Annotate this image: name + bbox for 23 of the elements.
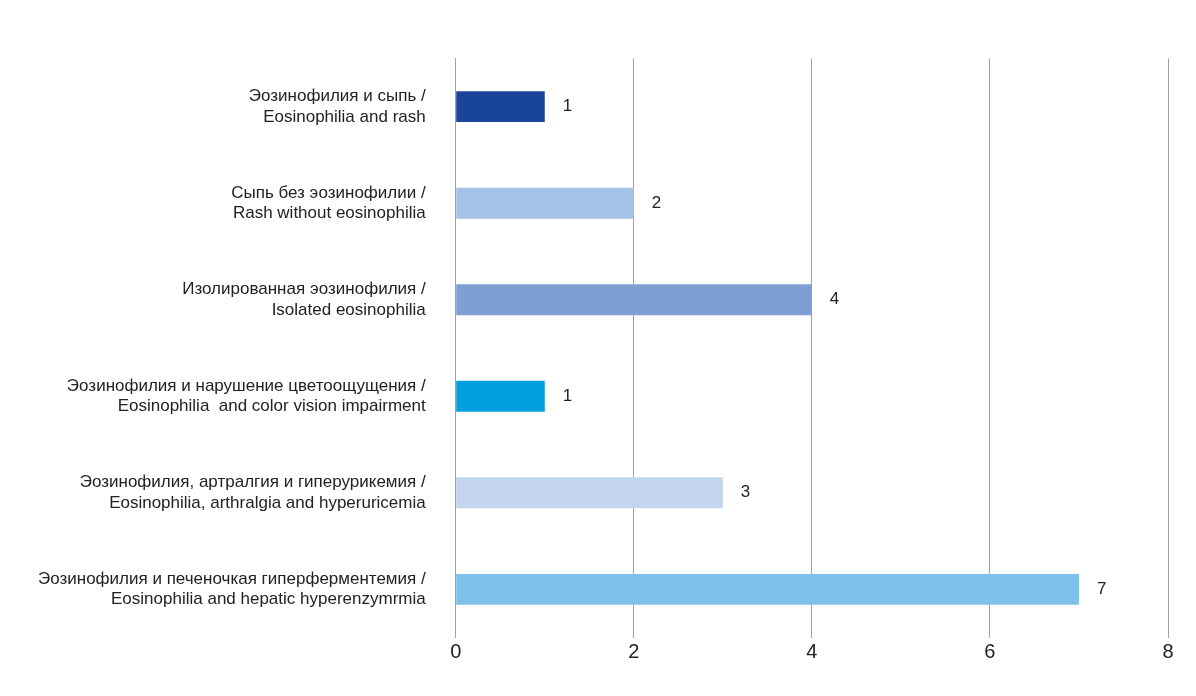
data-label: 1 bbox=[562, 385, 573, 405]
data-label: 4 bbox=[829, 289, 840, 309]
y-tick-label: Сыпь без эозинофилии / Rash without eosinophilia bbox=[231, 182, 427, 223]
bar bbox=[456, 380, 545, 412]
y-tick-label: Эозинофилия, артралгия и гиперурикемия / Eosinophilia, arthralgia and hyperuricemia bbox=[79, 472, 427, 512]
data-label: 1 bbox=[562, 96, 573, 116]
x-tick-label: 8 bbox=[1162, 640, 1174, 663]
data-label: 2 bbox=[651, 192, 662, 212]
bar bbox=[456, 91, 545, 123]
x-tick-label: 0 bbox=[450, 640, 462, 663]
y-tick-label: Эозинофилия и нарушение цветоощущения / Eosinophilia and color vision impairment bbox=[66, 375, 426, 416]
bar bbox=[456, 477, 723, 509]
bar bbox=[456, 284, 812, 316]
data-label: 3 bbox=[740, 482, 751, 502]
bar bbox=[456, 187, 634, 219]
y-tick-label: Изолированная эозинофилия / Isolated eosinophilia bbox=[182, 279, 427, 319]
x-tick-label: 2 bbox=[628, 640, 640, 663]
data-label: 7 bbox=[1096, 579, 1107, 599]
y-tick-label: Эозинофилия и сыпь / Eosinophilia and rash bbox=[248, 86, 426, 126]
bar bbox=[456, 573, 1079, 605]
y-tick-label: Эозинофилия и печеночкая гиперферментемия / Eosinophilia and hepatic hyperenzymrmia bbox=[37, 568, 427, 609]
x-tick-label: 4 bbox=[806, 640, 818, 663]
x-tick-label: 6 bbox=[984, 640, 996, 663]
